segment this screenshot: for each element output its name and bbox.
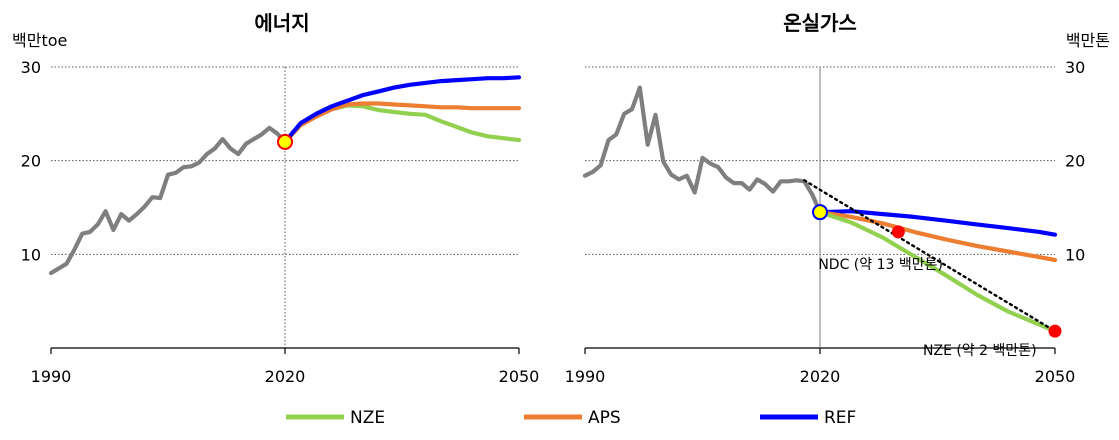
emissions-target-annotation: NDC (약 13 백만톤) [818, 257, 943, 273]
energy-panel: 에너지 백만toe 10 20 30 1990 2020 2050 [12, 11, 539, 386]
emissions-base-year-marker [812, 204, 828, 221]
emissions-panel: 온실가스 백만톤 10 20 30 1990 2020 2050 NDC (약 13 백만… [565, 11, 1110, 386]
energy-y-tick-label: 30 [21, 58, 41, 77]
energy-y-tick-label: 10 [21, 245, 41, 264]
legend-label-nze: NZE [350, 408, 385, 428]
energy-x-tick-label: 2020 [265, 367, 306, 386]
energy-y-tick-label: 20 [21, 152, 41, 171]
energy-x-tick-label: 1990 [31, 367, 72, 386]
energy-y-axis-unit: 백만toe [12, 31, 67, 50]
energy-series-ref-line [282, 75, 522, 144]
emissions-y-tick-label: 30 [1065, 58, 1085, 77]
emissions-target-trajectory [803, 179, 1057, 333]
emissions-series-ref-line [817, 209, 1058, 237]
emissions-y-tick-label: 10 [1065, 245, 1085, 264]
legend-label-aps: APS [588, 408, 621, 428]
energy-chart-title: 에너지 [254, 11, 309, 35]
emissions-x-tick-label: 2020 [800, 367, 841, 386]
emissions-y-axis-unit: 백만톤 [1066, 31, 1110, 50]
emissions-x-tick-label: 1990 [565, 367, 606, 386]
emissions-chart-title: 온실가스 [783, 11, 857, 35]
emissions-target-point [891, 225, 905, 239]
energy-series-history-line [48, 125, 288, 276]
emissions-y-tick-label: 20 [1065, 152, 1085, 171]
emissions-target-annotation: NZE (약 2 백만톤) [923, 343, 1037, 359]
emissions-series-history-line [582, 85, 823, 215]
legend: NZE APS REF [286, 408, 856, 428]
legend-label-ref: REF [824, 408, 856, 428]
emissions-target-point [1048, 324, 1062, 338]
emissions-series-aps-line [817, 210, 1058, 263]
emissions-x-tick-label: 2050 [1035, 367, 1076, 386]
energy-base-year-marker [277, 133, 293, 150]
emissions-series-nze-line [817, 210, 1058, 334]
energy-series-aps-line [282, 101, 522, 144]
energy-x-tick-label: 2050 [499, 367, 540, 386]
